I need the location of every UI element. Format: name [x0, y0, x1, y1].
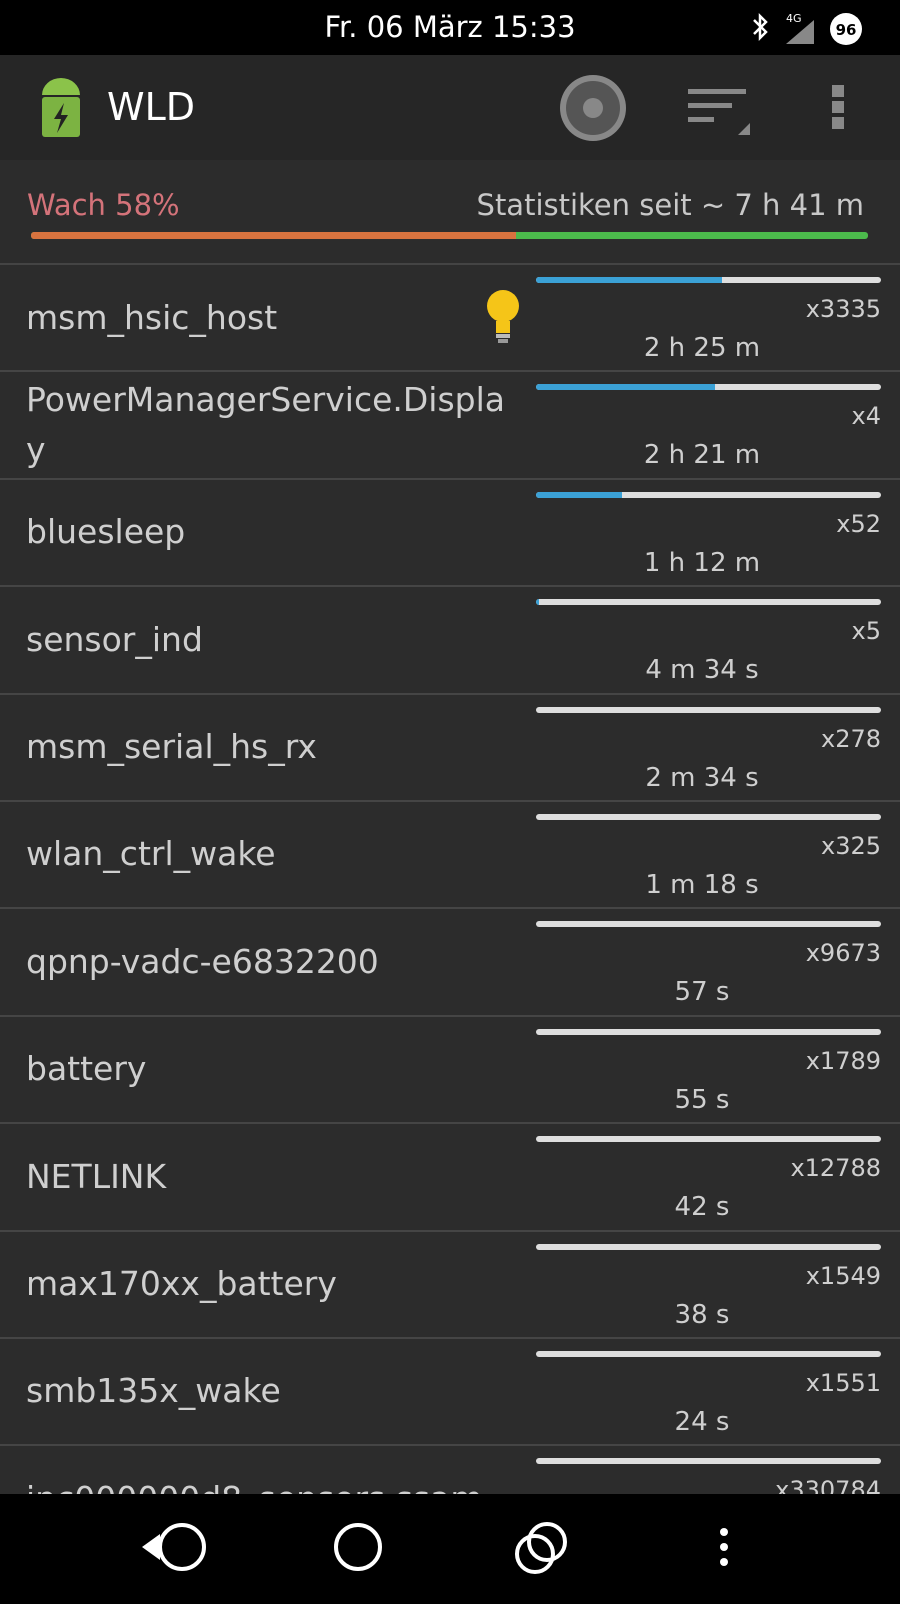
overflow-menu[interactable] — [828, 83, 848, 133]
share-bar — [536, 1136, 881, 1143]
wake-count: x1549 — [805, 1261, 881, 1290]
wake-count: x325 — [820, 831, 881, 860]
app-bar: WLD — [0, 55, 900, 160]
share-fill — [536, 599, 540, 606]
clock: Fr. 06 März 15:33 — [324, 10, 576, 44]
wake-duration: 1 h 12 m — [643, 547, 761, 578]
app-title: WLD — [107, 85, 196, 129]
wakelock-row[interactable]: sensor_ind x5 4 m 34 s — [0, 587, 900, 695]
wakelock-name: smb135x_wake — [26, 1371, 281, 1411]
share-bar — [536, 1243, 881, 1250]
wake-duration: 2 h 25 m — [643, 333, 761, 363]
wake-duration: 2 m 34 s — [645, 762, 759, 793]
home-button[interactable] — [334, 1523, 382, 1571]
sort-button[interactable] — [686, 85, 752, 137]
wakelock-row[interactable]: msm_hsic_host x3335 2 h 25 m — [0, 265, 900, 373]
wake-duration: 24 s — [674, 1406, 730, 1437]
wakelock-name: msm_hsic_host — [26, 297, 278, 337]
summary: Wach 58% Statistiken seit ~ 7 h 41 m — [0, 160, 900, 265]
wakelock-row[interactable]: bluesleep x52 1 h 12 m — [0, 480, 900, 588]
wake-duration: 2 h 21 m — [643, 440, 761, 471]
wake-duration: 42 s — [674, 1192, 730, 1223]
wakelock-name: qpnp-vadc-e6832200 — [26, 941, 379, 981]
wakelock-name: max170xx_battery — [26, 1264, 337, 1304]
awake-label: Wach 58% — [27, 188, 180, 222]
wakelock-name: msm_serial_hs_rx — [26, 727, 317, 767]
wake-count: x5 — [851, 617, 881, 646]
wakelock-row[interactable]: smb135x_wake x1551 24 s — [0, 1339, 900, 1447]
wake-count: x12788 — [790, 1154, 881, 1183]
share-bar — [536, 706, 881, 713]
wake-count: x4 — [851, 402, 881, 431]
wake-count: x330784 — [775, 1476, 881, 1494]
share-bar — [536, 921, 881, 928]
wake-count: x52 — [836, 509, 881, 538]
wakelock-name: bluesleep — [26, 512, 186, 552]
stats-since: Statistiken seit ~ 7 h 41 m — [476, 188, 864, 222]
share-bar — [536, 599, 881, 606]
wakelock-row[interactable]: PowerManagerService.Display x4 2 h 21 m — [0, 372, 900, 480]
record-button[interactable] — [558, 73, 628, 143]
nav-menu[interactable] — [720, 1528, 728, 1566]
share-bar — [536, 1028, 881, 1035]
wakelock-list: msm_hsic_host x3335 2 h 25 m PowerManagerSe… — [0, 265, 900, 1494]
app-icon — [42, 78, 80, 137]
wakelock-name: battery — [26, 1049, 147, 1089]
wakelock-name: NETLINK — [26, 1156, 167, 1196]
wakelock-row[interactable]: battery x1789 55 s — [0, 1017, 900, 1125]
share-bar — [536, 813, 881, 820]
awake-bar — [31, 232, 868, 239]
share-fill — [536, 277, 723, 283]
share-bar — [536, 277, 881, 283]
share-bar — [536, 491, 881, 498]
wake-count: x1789 — [805, 1046, 881, 1075]
nav-icons — [142, 1522, 728, 1574]
wakelock-name: ipc000000d8_sensors.ssam — [26, 1446, 516, 1494]
screen-on-icon — [487, 290, 519, 343]
share-fill — [536, 384, 716, 391]
wakelock-row[interactable]: qpnp-vadc-e6832200 x9673 57 s — [0, 909, 900, 1017]
network-type: 4G — [786, 12, 802, 25]
recents-button[interactable] — [527, 1522, 567, 1562]
wakelock-row[interactable]: msm_serial_hs_rx x278 2 m 34 s — [0, 695, 900, 802]
share-bar — [536, 384, 881, 391]
wake-count: x1551 — [805, 1368, 881, 1397]
wake-count: x278 — [820, 724, 881, 753]
status-bar: Fr. 06 März 15:33 4G 96 — [0, 0, 900, 55]
nav-bar — [0, 1494, 900, 1600]
wakelock-name: wlan_ctrl_wake — [26, 834, 276, 874]
awake-fill — [31, 232, 517, 239]
wake-duration: 4 m 34 s — [645, 655, 759, 686]
wakelock-row[interactable]: NETLINK x12788 42 s — [0, 1124, 900, 1232]
wakelock-row[interactable]: wlan_ctrl_wake x325 1 m 18 s — [0, 802, 900, 910]
wake-duration: 55 s — [674, 1084, 730, 1115]
share-fill — [536, 491, 623, 498]
status-icons: 4G 96 — [753, 12, 862, 45]
back-button[interactable] — [158, 1523, 206, 1571]
wake-duration: 38 s — [674, 1299, 730, 1330]
wakelock-row[interactable]: ipc000000d8_sensors.ssam x330784 — [0, 1446, 900, 1494]
wakelock-row[interactable]: max170xx_battery x1549 38 s — [0, 1232, 900, 1339]
wake-duration: 1 m 18 s — [645, 869, 759, 900]
share-bar — [536, 1350, 881, 1357]
wake-duration: 57 s — [674, 977, 730, 1008]
wakelock-name: sensor_ind — [26, 619, 203, 659]
share-bar — [536, 1458, 881, 1465]
wake-count: x3335 — [805, 295, 881, 323]
wake-count: x9673 — [805, 939, 881, 968]
battery-level: 96 — [836, 21, 857, 39]
wakelock-name: PowerManagerService.Display — [26, 379, 505, 469]
